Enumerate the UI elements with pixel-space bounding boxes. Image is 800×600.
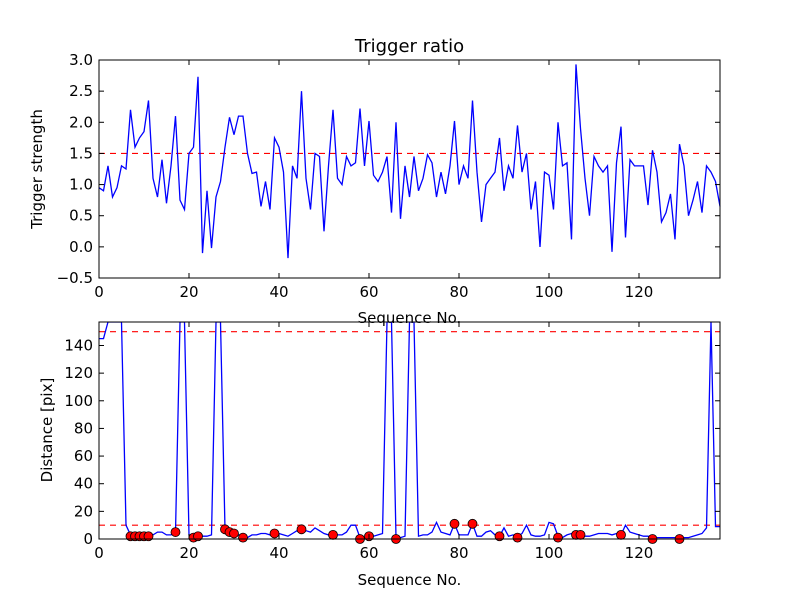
top-y-tick-label: 1.5: [69, 144, 93, 162]
top-y-axis-label: Trigger strength: [28, 109, 46, 230]
top-x-tick-label: 40: [269, 283, 288, 301]
bottom-marker-14: [328, 529, 338, 540]
bottom-plot-frame: [98, 321, 721, 540]
bottom-marker-7: [193, 531, 203, 542]
bottom-x-axis-label: Sequence No.: [358, 571, 462, 589]
top-x-tick-label: 100: [535, 283, 564, 301]
bottom-marker-13: [296, 524, 307, 535]
distance-markers: [125, 518, 685, 544]
top-y-tick-label: 3.0: [69, 51, 93, 69]
top-axis-ticks: 0 20 40 60 80 100 120 −0.5 0.0 0.5 1.0 1.5 2.0 2.5 3.0: [57, 51, 720, 301]
bottom-y-tick-label: 40: [74, 475, 93, 493]
bottom-x-tick-label: 60: [359, 544, 378, 562]
top-y-tick-label: 0.5: [69, 207, 93, 225]
bottom-y-tick-label: 100: [64, 392, 93, 410]
distance-series-line: [99, 322, 720, 539]
bottom-x-tick-label: 0: [94, 544, 104, 562]
top-chart-title: Trigger ratio: [354, 36, 464, 57]
bottom-y-tick-label: 60: [74, 447, 93, 465]
top-y-tick-label: 1.0: [69, 176, 93, 194]
bottom-marker-5: [170, 527, 181, 537]
bottom-y-tick-label: 120: [64, 364, 93, 382]
bottom-marker-4: [143, 531, 154, 542]
bottom-x-tick-label: 40: [269, 544, 288, 562]
top-plot-frame: [98, 59, 721, 279]
bottom-marker-18: [449, 518, 460, 529]
bottom-marker-11: [238, 532, 248, 543]
bottom-y-tick-label: 0: [83, 530, 93, 548]
bottom-marker-12: [269, 528, 280, 539]
top-y-tick-label: 0.0: [69, 238, 93, 256]
bottom-y-tick-label: 80: [74, 419, 93, 437]
top-y-tick-label: −0.5: [57, 269, 93, 287]
bottom-axis-ticks: 0 20 40 60 80 100 120 0 20 40 60 80 100 120 140: [64, 322, 720, 562]
bottom-y-tick-label: 140: [64, 336, 93, 354]
top-y-tick-label: 2.5: [69, 82, 93, 100]
bottom-y-axis-label: Distance [pix]: [38, 378, 56, 483]
bottom-x-tick-label: 100: [535, 544, 564, 562]
top-x-tick-label: 120: [625, 283, 654, 301]
bottom-x-tick-label: 80: [449, 544, 468, 562]
bottom-marker-22: [553, 532, 563, 543]
bottom-marker-19: [467, 518, 478, 529]
bottom-marker-21: [512, 532, 523, 543]
distance-chart: 0 20 40 60 80 100 120 0 20 40 60 80 100 120 140 Sequen…: [38, 321, 721, 589]
bottom-marker-25: [616, 529, 626, 540]
bottom-x-tick-label: 20: [179, 544, 198, 562]
bottom-marker-10: [229, 528, 239, 539]
top-y-tick-label: 2.0: [69, 113, 93, 131]
trigger-ratio-chart: 0 20 40 60 80 100 120 −0.5 0.0 0.5 1.0 1.5 2.0 2.5 3.0…: [28, 51, 721, 327]
top-x-tick-label: 0: [94, 283, 104, 301]
trigger-strength-series-line: [98, 64, 721, 259]
top-x-tick-label: 20: [179, 283, 198, 301]
bottom-threshold-lines: [99, 331, 720, 526]
bottom-marker-20: [494, 531, 505, 542]
bottom-y-tick-label: 20: [74, 502, 93, 520]
bottom-marker-24: [575, 529, 586, 540]
top-x-tick-label: 80: [449, 283, 468, 301]
top-x-tick-label: 60: [359, 283, 378, 301]
bottom-x-tick-label: 120: [625, 544, 654, 562]
